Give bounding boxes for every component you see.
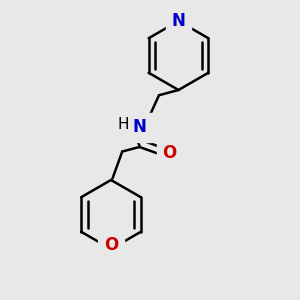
Text: N: N — [172, 12, 185, 30]
Text: O: O — [162, 144, 177, 162]
Text: H: H — [117, 117, 129, 132]
Text: O: O — [104, 236, 118, 254]
Text: N: N — [133, 118, 146, 136]
